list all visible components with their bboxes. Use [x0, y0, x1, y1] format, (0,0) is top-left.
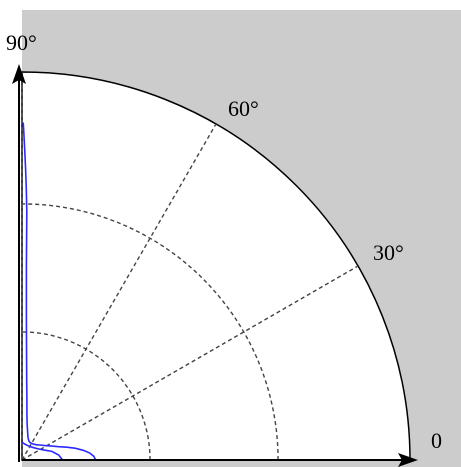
angle-label-30: 30°	[373, 240, 404, 265]
x-axis-arrowhead	[398, 453, 418, 467]
angle-label-90: 90°	[6, 30, 37, 55]
angular-gridline-30	[21, 265, 359, 461]
radial-gridline-1	[21, 331, 151, 461]
series-line-2	[21, 441, 64, 461]
radial-gridline-2	[21, 203, 279, 461]
axes	[12, 64, 418, 467]
angle-label-0: 0	[431, 428, 442, 453]
series	[21, 122, 97, 461]
angle-labels: 0 30° 60° 90°	[6, 30, 442, 453]
grid	[21, 72, 359, 461]
angle-label-60: 60°	[228, 96, 259, 121]
plot-area	[21, 71, 411, 461]
series-line-1	[22, 122, 97, 461]
y-axis-arrowhead	[12, 64, 26, 84]
angular-gridline-60	[21, 123, 217, 461]
